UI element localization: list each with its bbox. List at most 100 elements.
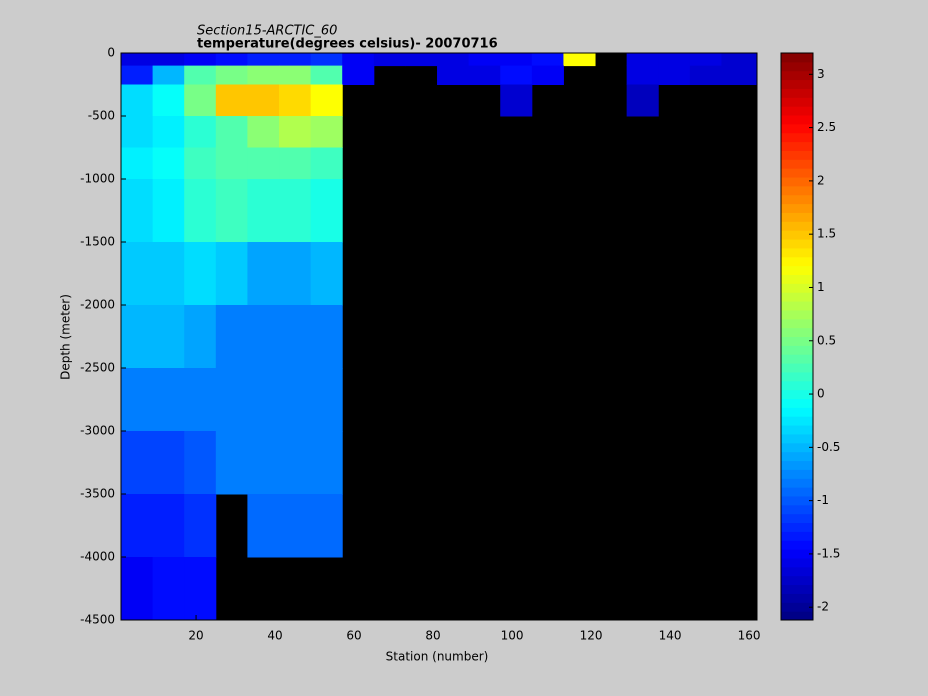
heatmap-cell [563,53,596,67]
x-tick-label: 40 [267,629,282,643]
colorbar-segment [781,487,813,497]
colorbar-segment [781,495,813,506]
heatmap-cell [626,84,659,117]
heatmap-cell [215,431,248,495]
colorbar-segment [781,389,813,400]
heatmap-cell [121,84,154,117]
y-tick-label: -3500 [80,487,115,501]
heatmap-cell [247,431,280,495]
heatmap-cell [152,305,185,369]
heatmap-cell [121,53,154,67]
colorbar-segment [781,327,813,337]
heatmap-cell [626,65,659,85]
heatmap-cell [215,53,248,67]
heatmap-cell [405,53,438,67]
colorbar-segment [781,584,813,594]
colorbar-tick-label: -2 [817,600,829,614]
colorbar-tick-label: -1.5 [817,546,840,560]
chart-subtitle: temperature(degrees celsius)- 20070716 [197,37,498,52]
heatmap-cell [121,65,154,85]
heatmap-cell [279,494,312,558]
colorbar-segment [781,469,813,479]
colorbar-segment [781,531,813,541]
colorbar-segment [781,522,813,532]
heatmap-cell [247,305,280,369]
colorbar-segment [781,575,813,586]
colorbar-segment [781,504,813,515]
heatmap-cell [279,53,312,67]
colorbar-segment [781,345,813,355]
heatmap-cell [247,147,280,180]
x-axis-label: Station (number) [386,650,489,664]
heatmap-cell [310,368,343,432]
colorbar-segment [781,274,813,284]
heatmap-cell [247,53,280,67]
heatmap-cell [658,65,691,85]
heatmap-cell [215,84,248,117]
colorbar-segment [781,159,813,169]
colorbar-segment [781,611,813,621]
colorbar-segment [781,363,813,373]
colorbar-segment [781,256,813,267]
y-axis-label: Depth (meter) [59,294,73,380]
y-tick-label: -2000 [80,298,115,312]
colorbar-segment [781,106,813,116]
heatmap-cell [279,242,312,306]
heatmap-cell [500,65,533,85]
y-tick-label: 0 [107,46,115,60]
colorbar-segment [781,301,813,311]
colorbar-segment [781,230,813,240]
heatmap-cell [247,65,280,85]
y-tick-label: -2500 [80,361,115,375]
colorbar-segment [781,398,813,408]
heatmap-cell [152,53,185,67]
heatmap-cell [121,242,154,306]
chart-title: Section15-ARCTIC_60 [197,24,337,39]
colorbar-segment [781,239,813,249]
y-tick-label: -1500 [80,235,115,249]
colorbar-segment [781,593,813,603]
colorbar-segment [781,354,813,364]
heatmap-cell [310,494,343,558]
colorbar-segment [781,407,813,417]
x-tick-label: 140 [659,629,682,643]
heatmap-cell [121,179,154,243]
x-tick-label: 120 [580,629,603,643]
colorbar-segment [781,115,813,125]
heatmap-cell [468,65,501,85]
heatmap-cell [437,65,470,85]
heatmap-cell [500,84,533,117]
colorbar-segment [781,283,813,293]
colorbar-segment [781,433,813,444]
heatmap-cell [247,116,280,148]
heatmap-cell [531,53,564,67]
colorbar-segment [781,336,813,346]
heatmap-cell [152,494,185,558]
heatmap-cell [184,147,217,180]
heatmap-cell [121,494,154,558]
heatmap-cell [184,242,217,306]
heatmap-cell [215,65,248,85]
y-tick-label: -1000 [80,172,115,186]
heatmap-cell [310,53,343,67]
heatmap-cell [215,242,248,306]
heatmap-cell [184,65,217,85]
heatmap-cell [247,494,280,558]
colorbar-segment [781,425,813,435]
heatmap-cell [121,147,154,180]
heatmap-cell [152,242,185,306]
colorbar-segment [781,549,813,559]
heatmap-cell [247,242,280,306]
y-tick-label: -500 [88,109,115,123]
colorbar-segment [781,380,813,391]
heatmap-cell [721,53,758,67]
heatmap-cell [184,368,217,432]
colorbar-segment [781,416,813,426]
heatmap-cell [310,305,343,369]
heatmap-cell [121,116,154,148]
heatmap-cell [342,65,375,85]
heatmap-cell [152,116,185,148]
heatmap-cell [215,368,248,432]
heatmap-cell [247,368,280,432]
